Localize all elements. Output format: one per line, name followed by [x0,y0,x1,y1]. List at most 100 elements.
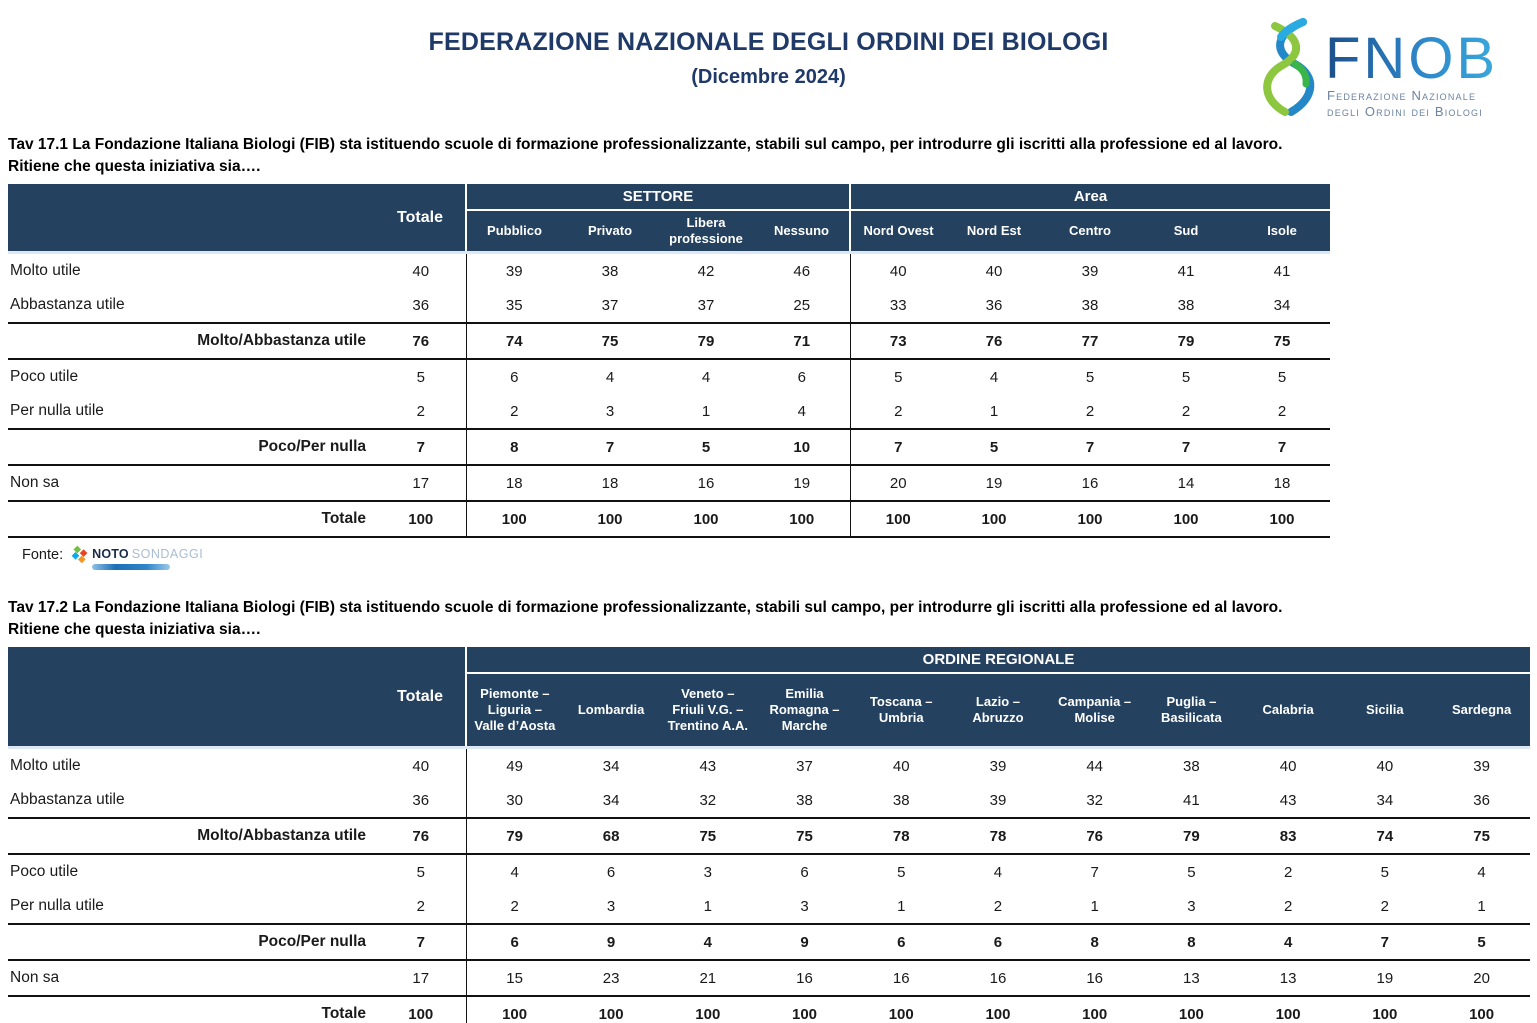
value-cell: 37 [796,757,813,775]
value-cell: 5 [1277,368,1287,386]
noto-brand-bold: NOTO [92,547,129,561]
caption-line2: Ritiene che questa iniziativa sia…. [8,620,261,638]
value-cell: 100 [658,500,754,538]
fonte-row: Fonte: NOTO SONDAGGI [22,545,1537,573]
value-cell: 40 [892,757,910,775]
column-header: Calabria [1239,673,1337,749]
column-header: Toscana – Umbria [852,673,950,749]
value-cell: 39 [1081,262,1099,280]
value-cell: 4 [754,394,851,429]
table-row: Abbastanza utile 36 35 37 37 25 33 36 38 38 34 [8,288,1330,323]
value-cell: 100 [562,995,660,1023]
table-row: Per nulla utile 2 2 3 1 3 1 2 1 3 2 2 1 [8,889,1530,924]
value-cell: 6 [510,368,519,386]
column-header: Lombardia [562,673,660,749]
value-cell: 34 [602,791,620,809]
value-cell: 35 [505,296,523,314]
table-row: Totale 100 100 100 100 100 100 100 100 100 100 100 1… [8,995,1530,1023]
value-cell: 18 [601,474,619,492]
value-cell: 8 [1143,923,1240,961]
value-cell: 41 [1177,262,1195,280]
totale-column-header: Totale [397,208,443,226]
value-cell: 2 [993,897,1003,915]
value-cell: 16 [1086,969,1104,987]
value-cell: 1 [989,402,999,420]
value-cell: 5 [1433,923,1530,961]
value-cell: 40 [985,262,1003,280]
value-cell: 1 [1090,897,1099,915]
value-cell: 75 [756,817,853,855]
value-cell: 100 [756,995,853,1023]
value-cell: 4 [659,923,757,961]
value-cell: 2 [1181,402,1191,420]
table-row: Totale 100 100 100 100 100 100 100 100 100 100 [8,500,1330,538]
value-cell: 17 [376,960,467,996]
caption-line1: Tav 17.1 La Fondazione Italiana Biologi … [8,136,1283,153]
value-cell: 100 [1239,995,1337,1023]
value-cell: 7 [562,428,658,466]
value-cell: 100 [1336,995,1434,1023]
header-corner: Totale [8,184,466,254]
value-cell: 3 [1187,897,1196,915]
value-cell: 7 [850,428,946,466]
value-cell: 16 [892,969,910,987]
header-group-row: Totale SETTORE Area [8,184,1330,254]
value-cell: 18 [505,474,523,492]
value-cell: 8 [466,428,562,466]
value-cell: 30 [506,791,523,809]
value-cell: 23 [602,969,620,987]
value-cell: 2 [1085,402,1095,420]
value-cell: 15 [506,969,523,987]
column-header: Sardegna [1433,673,1530,749]
fonte-label: Fonte: [22,547,64,563]
value-cell: 100 [1042,500,1138,538]
column-header: Veneto – Friuli V.G. – Trentino A.A. [659,673,757,749]
value-cell: 100 [466,995,563,1023]
row-label: Totale [8,500,376,538]
value-cell: 4 [1477,863,1486,881]
table-row: Non sa 17 18 18 16 19 20 19 16 14 18 [8,465,1330,501]
value-cell: 38 [601,262,619,280]
value-cell: 39 [989,791,1007,809]
header-columns-row: Piemonte – Liguria – Valle d’Aosta Lombar… [8,673,1530,749]
value-cell: 1 [703,897,712,915]
value-cell: 32 [1086,791,1104,809]
value-cell: 100 [946,500,1042,538]
value-cell: 5 [376,359,467,394]
column-header: Isole [1234,210,1330,254]
value-cell: 1 [897,897,906,915]
column-header: Piemonte – Liguria – Valle d’Aosta [465,673,563,749]
column-header: Lazio – Abruzzo [949,673,1047,749]
page-subtitle: (Dicembre 2024) [691,66,846,88]
value-cell: 100 [659,995,757,1023]
value-cell: 74 [1336,817,1434,855]
value-cell: 6 [606,863,616,881]
value-cell: 38 [796,791,813,809]
value-cell: 49 [506,757,523,775]
column-header: Emilia Romagna – Marche [756,673,853,749]
value-cell: 100 [1046,995,1144,1023]
value-cell: 73 [850,322,946,360]
group-header: Area [849,184,1330,211]
value-cell: 83 [1239,817,1337,855]
value-cell: 6 [800,863,809,881]
value-cell: 75 [1433,817,1530,855]
results-table-ordine-regionale: Totale ORDINE REGIONALE Piemonte – Liguria… [8,647,1537,1023]
table-header: Totale ORDINE REGIONALE Piemonte – Liguria… [8,647,1530,749]
value-cell: 39 [1473,757,1490,775]
value-cell: 7 [1042,428,1138,466]
value-cell: 9 [756,923,853,961]
table-caption: Tav 17.2 La Fondazione Italiana Biologi … [8,597,1537,640]
table-row: Poco/Per nulla 7 8 7 5 10 7 5 7 7 7 [8,428,1330,466]
fnob-sub-line1: Federazione Nazionale [1327,88,1476,103]
value-cell: 16 [796,969,813,987]
value-cell: 38 [1183,757,1200,775]
value-cell: 77 [1042,322,1138,360]
value-cell: 79 [658,322,754,360]
header-group-row: Totale ORDINE REGIONALE [8,647,1530,749]
value-cell: 5 [1380,863,1389,881]
value-cell: 4 [1239,923,1337,961]
value-cell: 3 [606,897,616,915]
value-cell: 43 [699,757,717,775]
table-body: Molto utile 40 39 38 42 46 40 40 39 41 41 Abbastanz… [8,252,1330,538]
